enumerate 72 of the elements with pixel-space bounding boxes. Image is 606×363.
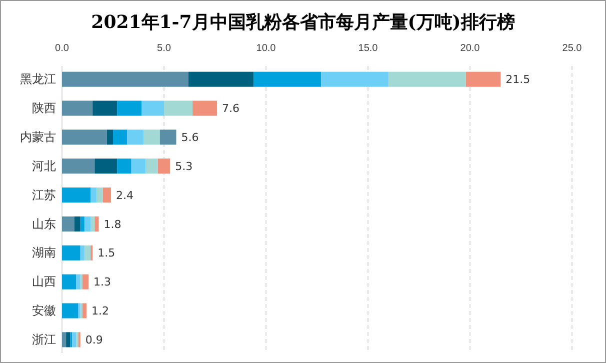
bar xyxy=(76,274,80,290)
total-label: 7.6 xyxy=(222,102,240,116)
bar xyxy=(158,158,170,174)
bar xyxy=(90,216,95,232)
x-tick-label: 5.0 xyxy=(157,43,172,54)
bar xyxy=(84,245,91,260)
y-tick-label: 山西 xyxy=(32,274,56,289)
bar xyxy=(62,216,74,232)
bar xyxy=(62,188,91,203)
total-label: 1.2 xyxy=(91,304,109,318)
bar xyxy=(94,216,99,232)
bar xyxy=(321,72,388,87)
bar xyxy=(62,100,93,116)
bar xyxy=(144,130,160,145)
bar xyxy=(62,158,95,174)
bar xyxy=(142,100,164,116)
total-label: 1.8 xyxy=(104,218,122,231)
bar xyxy=(62,332,66,348)
y-tick-label: 陕西 xyxy=(32,101,56,116)
bar xyxy=(388,72,466,87)
bar xyxy=(82,274,89,290)
x-tick-label: 10.0 xyxy=(256,43,276,54)
bar xyxy=(466,72,501,87)
bar xyxy=(131,158,146,174)
y-tick-label: 黑龙江 xyxy=(20,72,56,86)
bar xyxy=(96,188,103,203)
bar xyxy=(106,130,113,145)
bar xyxy=(254,72,322,87)
bar xyxy=(94,158,118,174)
total-label: 21.5 xyxy=(506,73,530,86)
y-tick-label: 安徽 xyxy=(32,304,56,318)
total-label: 1.3 xyxy=(94,276,112,289)
bar xyxy=(80,216,84,232)
x-tick-label: 25.0 xyxy=(562,43,582,54)
total-label: 1.5 xyxy=(98,246,116,260)
y-tick-label: 江苏 xyxy=(32,188,56,202)
total-label: 2.4 xyxy=(116,188,134,202)
total-label: 5.3 xyxy=(175,160,193,173)
x-tick-label: 15.0 xyxy=(358,43,378,54)
total-label: 0.9 xyxy=(85,334,103,347)
y-tick-label: 内蒙古 xyxy=(20,130,56,144)
bar xyxy=(164,100,193,116)
bar xyxy=(62,274,76,290)
bar xyxy=(62,245,80,260)
bar xyxy=(117,100,142,116)
bar xyxy=(117,158,132,174)
bar xyxy=(82,303,86,318)
total-label: 5.6 xyxy=(181,131,199,144)
bar xyxy=(62,72,188,87)
chart-title: 2021年1-7月中国乳粉各省市每月产量(万吨)排行榜 xyxy=(91,12,515,33)
bar xyxy=(127,130,144,145)
bar xyxy=(113,130,128,145)
bar xyxy=(62,303,78,318)
y-tick-label: 湖南 xyxy=(32,246,56,260)
y-tick-label: 浙江 xyxy=(32,332,56,347)
bar xyxy=(66,332,70,348)
y-tick-label: 河北 xyxy=(32,158,56,173)
bar xyxy=(90,188,97,203)
y-tick-label: 山东 xyxy=(32,216,56,231)
bar xyxy=(80,245,84,260)
bar xyxy=(62,130,107,145)
bar xyxy=(72,332,76,348)
bar xyxy=(74,216,80,232)
bar xyxy=(92,100,118,116)
x-tick-label: 0.0 xyxy=(55,43,70,54)
bar xyxy=(160,130,176,145)
x-tick-label: 20.0 xyxy=(460,43,480,54)
bar xyxy=(102,188,111,203)
bar xyxy=(188,72,254,87)
bar xyxy=(84,216,91,232)
bar xyxy=(146,158,158,174)
bar xyxy=(192,100,218,116)
